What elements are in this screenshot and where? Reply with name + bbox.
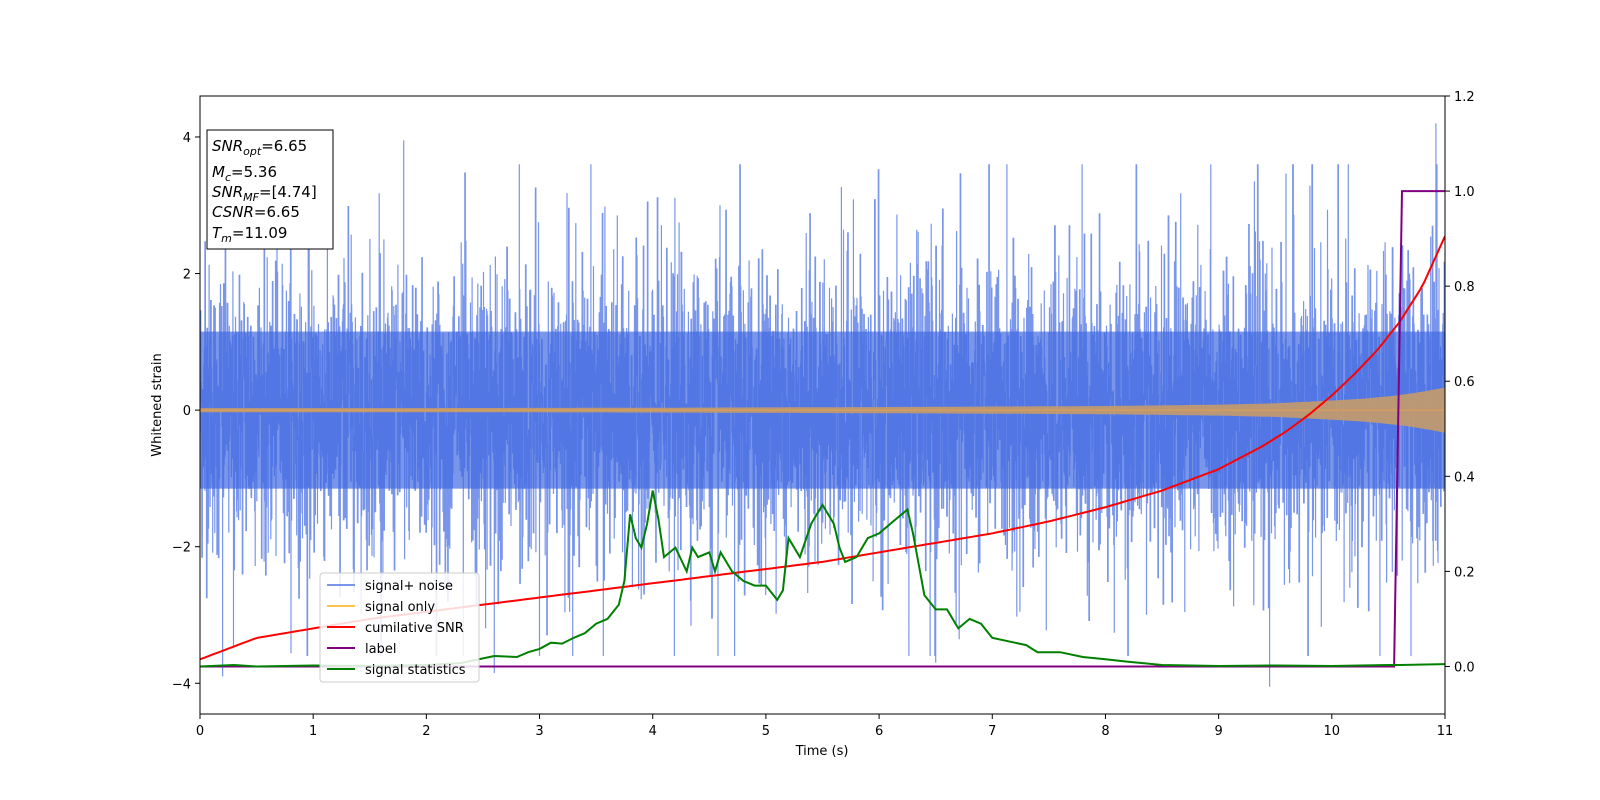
x-tick-label: 5 xyxy=(762,724,770,739)
x-tick-label: 11 xyxy=(1437,724,1454,739)
y-left-tick-label: 4 xyxy=(183,131,191,146)
x-tick-label: 1 xyxy=(309,724,317,739)
x-tick-label: 2 xyxy=(422,724,430,739)
plot-area xyxy=(200,123,1445,687)
label-series xyxy=(200,190,1445,668)
x-tick-label: 3 xyxy=(535,724,543,739)
signal-statistics-series xyxy=(200,490,1445,668)
y-left-tick-label: 0 xyxy=(183,404,191,419)
annotation-line: CSNR=6.65 xyxy=(212,203,300,221)
x-tick-label: 8 xyxy=(1101,724,1109,739)
y-right-tick-label: 1.0 xyxy=(1454,185,1475,200)
y-right-tick-label: 1.2 xyxy=(1454,90,1475,105)
y-left-tick-label: −2 xyxy=(172,541,191,556)
y-right-tick-label: 0.6 xyxy=(1454,375,1475,390)
y-axis-right: 0.0 0.2 0.4 0.6 0.8 1.0 1.2 xyxy=(1445,90,1475,675)
y-axis-label: Whitened strain xyxy=(150,353,165,456)
annotation-line: SNRMF=[4.74] xyxy=(212,183,317,204)
x-tick-label: 6 xyxy=(875,724,883,739)
plot-frame xyxy=(199,95,1446,715)
legend-label: signal+ noise xyxy=(365,579,453,594)
annotation-line: Mc=5.36 xyxy=(212,163,277,184)
y-axis-left: −4 −2 0 2 4 xyxy=(172,131,200,692)
y-right-tick-label: 0.8 xyxy=(1454,280,1475,295)
x-axis: 0 1 2 3 4 5 6 7 8 9 10 11 xyxy=(196,714,1453,739)
y-left-tick-label: 2 xyxy=(183,268,191,283)
legend-label: signal statistics xyxy=(365,663,466,678)
x-tick-label: 10 xyxy=(1324,724,1341,739)
annotation-line: Tm=11.09 xyxy=(212,224,287,245)
x-tick-label: 9 xyxy=(1214,724,1222,739)
x-axis-label: Time (s) xyxy=(795,744,849,759)
legend: signal+ noise signal only cumilative SNR la… xyxy=(319,572,480,683)
y-right-tick-label: 0.4 xyxy=(1454,470,1475,485)
y-left-tick-label: −4 xyxy=(172,677,191,692)
legend-label: label xyxy=(365,642,396,657)
x-tick-label: 7 xyxy=(988,724,996,739)
legend-label: cumilative SNR xyxy=(365,621,464,636)
y-right-tick-label: 0.0 xyxy=(1454,660,1475,675)
legend-label: signal only xyxy=(365,600,435,615)
x-tick-label: 0 xyxy=(196,724,204,739)
y-right-tick-label: 0.2 xyxy=(1454,565,1475,580)
x-tick-label: 4 xyxy=(649,724,657,739)
annotation-line: SNRopt=6.65 xyxy=(212,137,307,158)
